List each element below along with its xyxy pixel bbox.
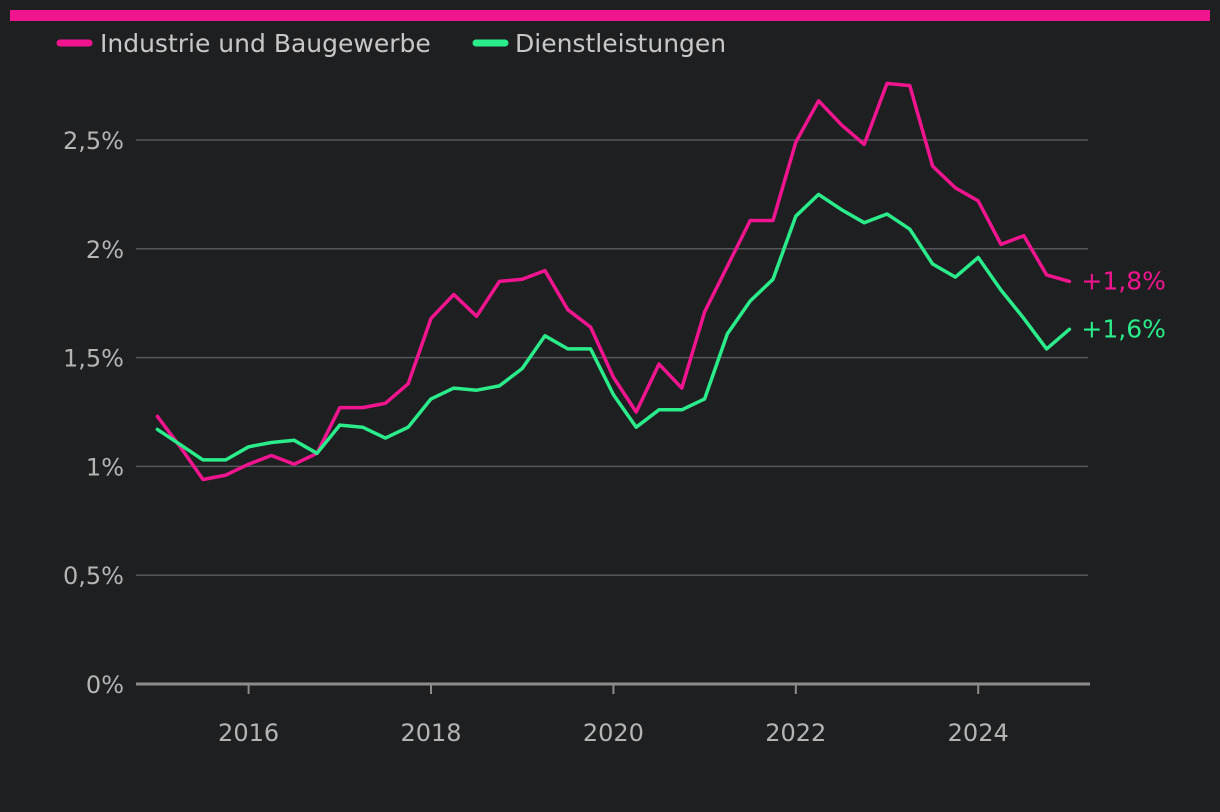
x-tick-label-2: 2020: [583, 719, 644, 747]
x-tick-label-3: 2022: [765, 719, 826, 747]
x-tick-label-0: 2016: [218, 719, 279, 747]
y-tick-label-1: 0,5%: [63, 562, 124, 590]
series-lines: [155, 81, 1072, 482]
series-line-0: [155, 81, 1072, 482]
x-tick-label-4: 2024: [948, 719, 1009, 747]
legend-entry-industrie: Industrie und Baugewerbe: [56, 29, 431, 58]
end-label-0: +1,8%: [1081, 266, 1165, 295]
y-tick-label-0: 0%: [86, 671, 124, 699]
y-tick-label-3: 1,5%: [63, 345, 124, 373]
y-tick-label-5: 2,5%: [63, 127, 124, 155]
y-tick-label-2: 1%: [86, 453, 124, 481]
x-tick-label-1: 2018: [400, 719, 461, 747]
series-line-1: [155, 192, 1072, 462]
series-end-labels: +1,8% +1,6%: [1081, 266, 1165, 343]
legend: Industrie und Baugewerbe Dienstleistunge…: [56, 29, 726, 58]
grid-lines: [136, 139, 1088, 576]
y-axis-tick-labels: 0% 0,5% 1% 1,5% 2% 2,5%: [63, 127, 124, 699]
legend-label-industrie: Industrie und Baugewerbe: [100, 29, 431, 58]
legend-label-dienstleistungen: Dienstleistungen: [515, 29, 726, 58]
legend-entry-dienstleistungen: Dienstleistungen: [472, 29, 726, 58]
y-tick-label-4: 2%: [86, 236, 124, 264]
top-accent-bar: [10, 10, 1210, 21]
x-axis: 2016 2018 2020 2022 2024: [136, 682, 1090, 747]
end-label-1: +1,6%: [1081, 314, 1165, 343]
